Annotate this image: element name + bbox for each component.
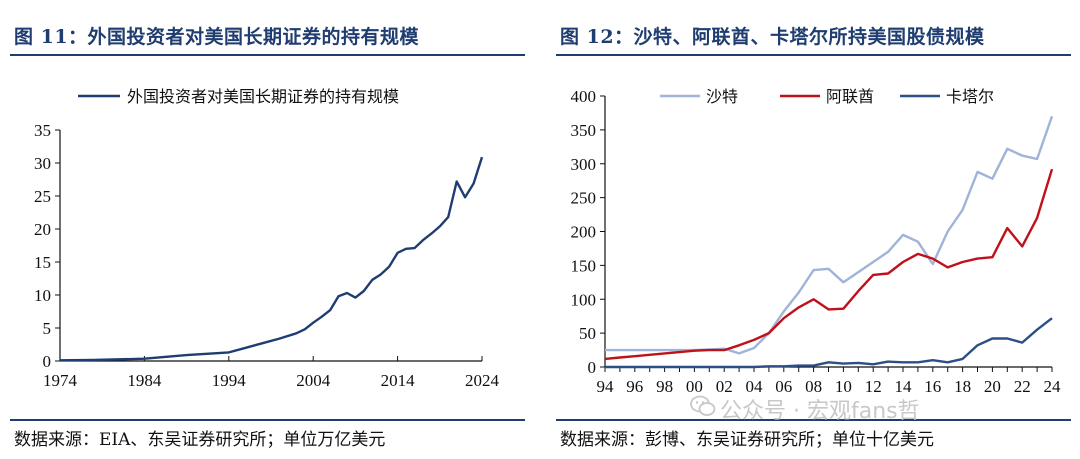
watermark-text: 公众号 · 宏观fans哲 [720, 399, 920, 424]
y-tick-label: 25 [34, 187, 51, 206]
chart-1: 0 5 10 15 20 25 30 35 1974 1984 1994 2004 2014 2024 外国… [34, 87, 500, 390]
series-line-1-1 [59, 156, 484, 362]
right-title-rule [556, 54, 1071, 56]
y-tick-label: 30 [34, 154, 51, 173]
y-tick-label: 0 [43, 352, 52, 371]
y-tick-label: 0 [588, 358, 597, 377]
x-tick-label: 20 [984, 377, 1001, 396]
legend-label: 沙特 [706, 87, 738, 106]
x-tick-label: 18 [954, 377, 971, 396]
x-tick-label: 16 [924, 377, 941, 396]
x-tick-label: 12 [865, 377, 882, 396]
x-tick-label: 02 [716, 377, 733, 396]
series-line-2-1 [605, 115, 1054, 355]
x-tick-label: 96 [626, 377, 643, 396]
x-tick-label: 10 [835, 377, 852, 396]
chart-2: 0 50 100 150 200 250 300 350 400 94 96 98 00 02 04 06 08… [571, 87, 1062, 396]
x-tick-label: 14 [895, 377, 913, 396]
y-tick-label: 350 [571, 121, 597, 140]
x-tick-label: 2004 [296, 371, 331, 390]
x-tick-label: 1994 [212, 371, 247, 390]
legend-label: 外国投资者对美国长期证券的持有规模 [127, 87, 399, 106]
y-tick-label: 250 [571, 189, 597, 208]
x-tick-label: 2014 [381, 371, 416, 390]
y-tick-label: 35 [34, 121, 51, 140]
legend-label: 阿联酋 [826, 87, 874, 106]
y-tick-label: 15 [34, 253, 51, 272]
x-tick-label: 2024 [465, 371, 500, 390]
x-tick-label: 06 [775, 377, 792, 396]
x-tick-label: 1984 [127, 371, 162, 390]
x-tick-label: 98 [656, 377, 673, 396]
wechat-icon [690, 395, 716, 416]
y-tick-label: 200 [571, 223, 597, 242]
x-tick-label: 00 [686, 377, 703, 396]
y-tick-label: 50 [579, 324, 596, 343]
y-tick-label: 100 [571, 290, 597, 309]
x-tick-label: 04 [746, 377, 764, 396]
x-tick-label: 24 [1044, 377, 1062, 396]
left-source-rule [10, 419, 525, 421]
y-tick-label: 10 [34, 286, 51, 305]
left-chart-title: 图 11：外国投资者对美国长期证券的持有规模 [14, 26, 420, 48]
legend-label: 卡塔尔 [946, 87, 994, 106]
y-tick-label: 5 [43, 319, 52, 338]
y-tick-label: 300 [571, 155, 597, 174]
x-tick-label: 08 [805, 377, 822, 396]
y-tick-label: 400 [571, 87, 597, 106]
right-source-rule [556, 419, 1071, 421]
x-tick-label: 1974 [43, 371, 78, 390]
x-tick-label: 94 [597, 377, 615, 396]
left-title-rule [10, 54, 525, 56]
left-source-note: 数据来源：EIA、东吴证券研究所；单位万亿美元 [14, 430, 386, 450]
right-chart-title: 图 12：沙特、阿联酋、卡塔尔所持美国股债规模 [560, 26, 985, 48]
right-source-note: 数据来源：彭博、东吴证券研究所；单位十亿美元 [560, 430, 934, 450]
y-tick-label: 20 [34, 220, 51, 239]
series-line-2-3 [605, 317, 1053, 369]
x-tick-label: 22 [1014, 377, 1031, 396]
series-line-2-2 [604, 168, 1054, 361]
y-tick-label: 150 [571, 256, 597, 275]
